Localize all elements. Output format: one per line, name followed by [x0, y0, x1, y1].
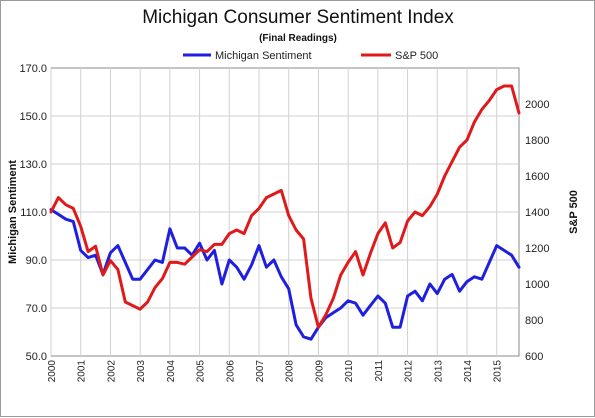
x-tick-label: 2002: [106, 360, 117, 383]
x-tick-label: 2014: [463, 360, 474, 383]
x-tick-label: 2003: [136, 360, 147, 383]
x-tick-label: 2015: [493, 360, 504, 383]
x-tick-label: 2008: [285, 360, 296, 383]
right-tick-label: 800: [525, 315, 543, 327]
x-tick-label: 2007: [255, 360, 266, 383]
chart-title: Michigan Consumer Sentiment Index: [142, 7, 454, 28]
left-axis-title: Michigan Sentiment: [7, 160, 19, 264]
right-tick-label: 1200: [525, 243, 549, 255]
legend: Michigan Sentiment S&P 500: [183, 50, 438, 62]
right-tick-label: 2000: [525, 99, 549, 111]
x-axis-ticks: 2000 2001 2002 2003 2004 2005 2006 2007 2008 2009…: [47, 360, 504, 383]
chart-subtitle: (Final Readings): [259, 33, 337, 44]
left-tick-label: 50.0: [26, 351, 47, 363]
left-tick-label: 70.0: [26, 303, 47, 315]
right-tick-label: 600: [525, 351, 543, 363]
legend-label-sp500: S&P 500: [395, 50, 438, 62]
legend-label-michigan: Michigan Sentiment: [215, 50, 312, 62]
x-tick-label: 2005: [196, 360, 207, 383]
grid: [50, 68, 519, 356]
left-tick-label: 170.0: [19, 63, 47, 75]
x-tick-label: 2010: [344, 360, 355, 383]
series-line-michigan-sentiment: [49, 208, 521, 341]
series-layer: [49, 84, 521, 341]
x-tick-label: 2012: [404, 360, 415, 383]
left-tick-label: 130.0: [19, 159, 47, 171]
left-tick-label: 150.0: [19, 111, 47, 123]
x-tick-label: 2009: [314, 360, 325, 383]
x-tick-label: 2000: [47, 360, 58, 383]
right-tick-label: 1400: [525, 207, 549, 219]
left-axis-ticks: 50.0 70.0 90.0 110.0 130.0 150.0 170.0: [19, 63, 47, 363]
x-tick-label: 2013: [433, 360, 444, 383]
right-axis-title: S&P 500: [568, 190, 580, 234]
x-tick-label: 2011: [374, 360, 385, 382]
right-tick-label: 1600: [525, 171, 549, 183]
series-line-sp500: [49, 84, 521, 329]
right-tick-label: 1800: [525, 135, 549, 147]
left-tick-label: 110.0: [20, 207, 47, 219]
x-tick-label: 2006: [225, 360, 236, 383]
left-tick-label: 90.0: [26, 255, 47, 267]
x-tick-label: 2004: [166, 360, 177, 383]
right-axis-ticks: 600 800 1000 1200 1400 1600 1800 2000: [525, 99, 549, 363]
x-tick-label: 2001: [77, 360, 88, 383]
right-tick-label: 1000: [525, 279, 549, 291]
